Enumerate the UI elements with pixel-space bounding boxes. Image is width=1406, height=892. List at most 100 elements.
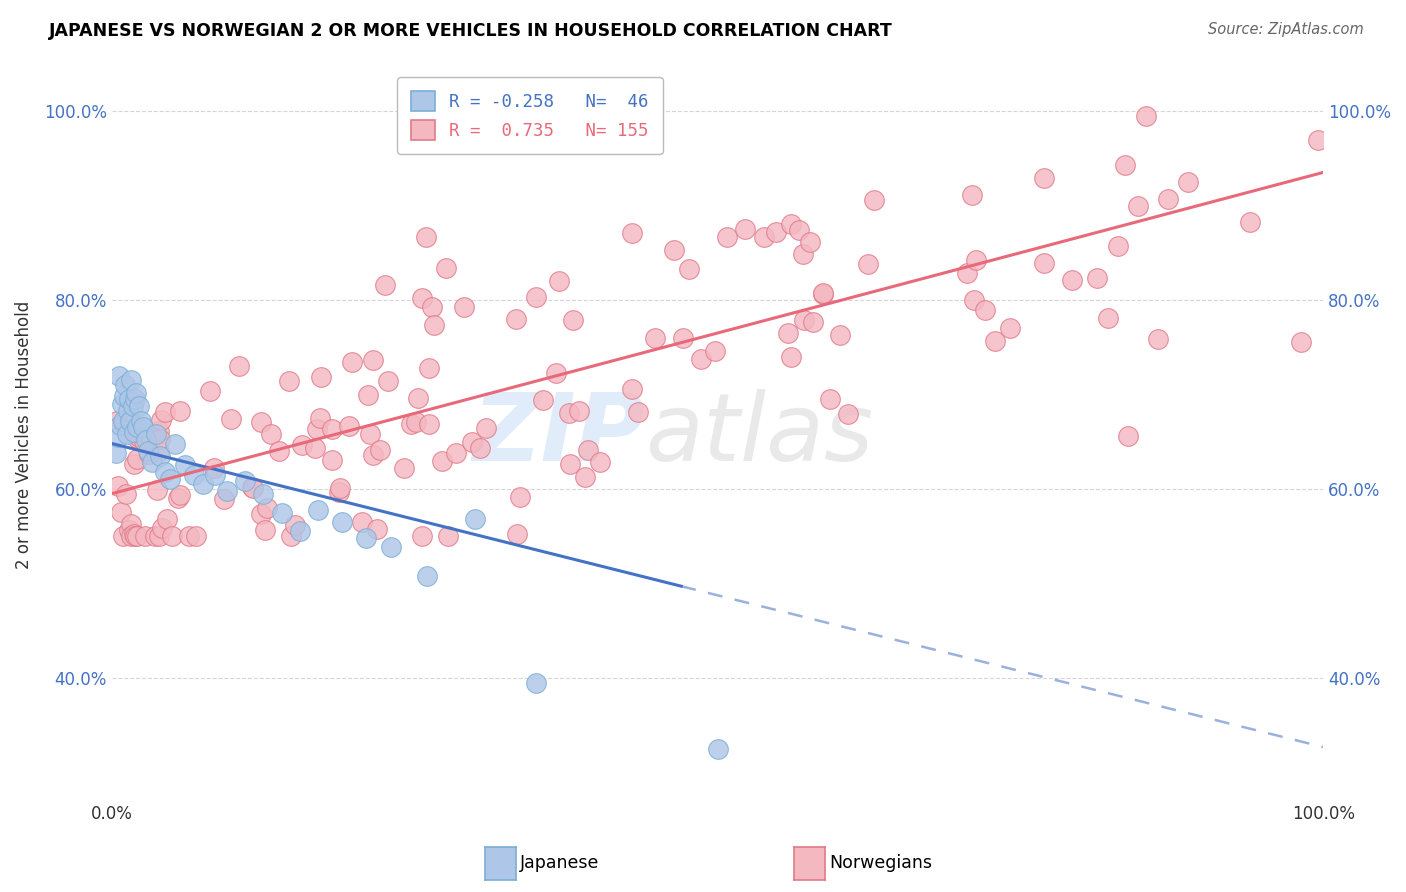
Point	[793, 312, 815, 326]
Point	[120, 529, 142, 543]
Point	[110, 417, 132, 432]
Point	[780, 218, 803, 232]
Point	[339, 419, 361, 434]
Point	[361, 448, 384, 462]
Point	[233, 475, 256, 489]
Point	[160, 529, 183, 543]
Point	[291, 438, 314, 452]
Point	[122, 457, 145, 471]
Point	[280, 529, 302, 543]
Point	[1033, 256, 1056, 270]
Point	[1147, 332, 1170, 346]
Point	[787, 223, 810, 237]
Text: JAPANESE VS NORWEGIAN 2 OR MORE VEHICLES IN HOUSEHOLD CORRELATION CHART: JAPANESE VS NORWEGIAN 2 OR MORE VEHICLES…	[49, 22, 893, 40]
Point	[813, 285, 835, 300]
Point	[122, 425, 145, 440]
Point	[524, 675, 547, 690]
Point	[415, 229, 437, 244]
Point	[955, 266, 977, 280]
Point	[1033, 170, 1056, 185]
Point	[627, 405, 650, 419]
Point	[716, 230, 738, 244]
Point	[129, 414, 152, 428]
Text: ZIP: ZIP	[472, 389, 645, 481]
Point	[1135, 109, 1157, 123]
Point	[141, 433, 163, 447]
Point	[242, 481, 264, 495]
Point	[524, 290, 547, 304]
Point	[321, 453, 343, 467]
Point	[411, 529, 433, 543]
Point	[734, 221, 756, 235]
Point	[1177, 175, 1199, 189]
Point	[169, 403, 191, 417]
Text: atlas: atlas	[645, 389, 873, 480]
Point	[678, 262, 700, 277]
Point	[531, 393, 554, 408]
Point	[134, 529, 156, 543]
Point	[321, 422, 343, 436]
Point	[253, 523, 276, 537]
Point	[145, 427, 167, 442]
Point	[148, 529, 170, 543]
Point	[837, 408, 859, 422]
Point	[558, 406, 581, 420]
Point	[792, 247, 814, 261]
Point	[405, 415, 427, 429]
Point	[148, 443, 170, 458]
Point	[104, 446, 127, 460]
Point	[138, 446, 160, 460]
Point	[278, 374, 301, 388]
Point	[801, 315, 824, 329]
Point	[574, 470, 596, 484]
Point	[215, 483, 238, 498]
Point	[125, 385, 148, 400]
Text: Norwegians: Norwegians	[830, 855, 932, 872]
Point	[1289, 334, 1312, 349]
Point	[558, 458, 581, 472]
Point	[114, 487, 136, 501]
Point	[984, 334, 1007, 349]
Point	[163, 436, 186, 450]
Point	[1239, 215, 1261, 229]
Point	[184, 529, 207, 543]
Point	[818, 392, 841, 406]
Point	[305, 422, 328, 436]
Point	[811, 287, 834, 301]
Point	[249, 507, 271, 521]
Point	[198, 384, 221, 399]
Point	[260, 427, 283, 442]
Point	[270, 506, 292, 520]
Point	[141, 455, 163, 469]
Point	[177, 529, 200, 543]
Point	[267, 443, 290, 458]
Point	[418, 361, 440, 376]
Point	[309, 411, 332, 425]
Point	[621, 382, 644, 396]
Point	[127, 420, 149, 434]
Point	[411, 291, 433, 305]
Point	[589, 455, 612, 469]
Point	[150, 521, 173, 535]
Point	[149, 449, 172, 463]
Point	[307, 502, 329, 516]
Point	[568, 404, 591, 418]
Point	[1097, 311, 1119, 326]
Point	[202, 461, 225, 475]
Point	[150, 413, 173, 427]
Text: Source: ZipAtlas.com: Source: ZipAtlas.com	[1208, 22, 1364, 37]
Point	[434, 260, 457, 275]
Point	[416, 569, 439, 583]
Point	[111, 414, 134, 428]
Point	[475, 421, 498, 435]
Point	[420, 300, 443, 314]
Point	[357, 388, 380, 402]
Point	[127, 529, 149, 543]
Point	[1107, 239, 1129, 253]
Point	[361, 353, 384, 368]
Point	[149, 433, 172, 447]
Point	[547, 274, 569, 288]
Point	[1308, 133, 1330, 147]
Point	[204, 467, 226, 482]
Point	[309, 370, 332, 384]
